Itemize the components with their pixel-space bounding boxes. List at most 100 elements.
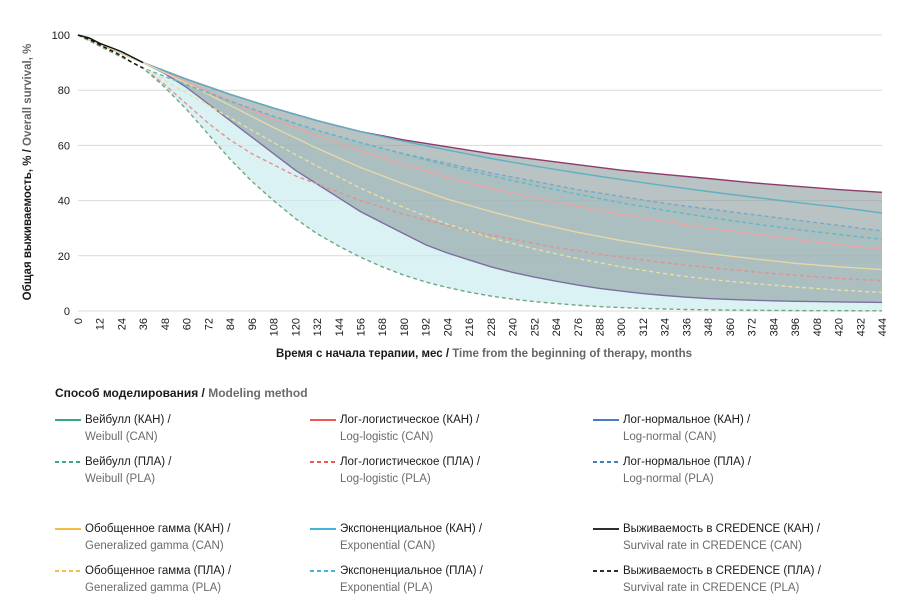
series-line [77, 34, 883, 240]
legend-label: Лог-нормальное (ПЛА) / Log-normal (PLA) [623, 454, 751, 488]
legend-label-ru: Лог-нормальное (КАН) / [623, 414, 751, 426]
legend-label-ru: Обобщенное гамма (КАН) / [85, 523, 231, 535]
legend-label-ru: Вейбулл (ПЛА) / [85, 456, 172, 468]
legend-label-ru: Обобщенное гамма (ПЛА) / [85, 565, 232, 577]
legend-item: Обобщенное гамма (КАН) / Generalized gamm… [55, 522, 305, 556]
legend-title: Способ моделирования / Modeling method [55, 386, 308, 400]
legend-label-en: Log-logistic (CAN) [340, 431, 434, 443]
legend-item: Выживаемость в CREDENCE (ПЛА) / Survival … [593, 564, 843, 598]
y-tick-label: 0 [64, 306, 70, 318]
legend-label-ru: Лог-логистическое (ПЛА) / [340, 456, 481, 468]
x-tick-label: 204 [442, 318, 454, 336]
legend-label-ru: Выживаемость в CREDENCE (ПЛА) / [623, 565, 821, 577]
x-tick-label: 336 [681, 318, 693, 336]
legend-swatch [593, 570, 619, 572]
legend-swatch [593, 461, 619, 463]
x-tick-label: 0 [73, 318, 85, 324]
legend-label: Экспоненциальное (КАН) / Exponential (CAN… [340, 521, 482, 555]
legend-label: Вейбулл (КАН) / Weibull (CAN) [85, 412, 171, 446]
legend-label-ru: Лог-логистическое (КАН) / [340, 414, 480, 426]
legend-label-en: Generalized gamma (CAN) [85, 540, 224, 552]
y-axis-title: Общая выживаемость, % / Overall survival… [22, 44, 34, 301]
x-tick-label: 72 [203, 318, 215, 330]
legend-label-en: Log-logistic (PLA) [340, 473, 431, 485]
legend-label-en: Weibull (PLA) [85, 473, 156, 485]
legend-label: Лог-нормальное (КАН) / Log-normal (CAN) [623, 412, 750, 446]
x-tick-label: 384 [768, 318, 780, 336]
legend-item: Лог-логистическое (КАН) / Log-logistic (C… [310, 413, 560, 447]
y-tick-label: 100 [52, 30, 70, 42]
x-tick-label: 264 [551, 318, 563, 336]
x-tick-label: 96 [247, 318, 259, 330]
legend-label-en: Weibull (CAN) [85, 431, 158, 443]
legend-item: Экспоненциальное (КАН) / Exponential (CAN… [310, 522, 560, 556]
legend-label-en: Generalized gamma (PLA) [85, 582, 222, 594]
x-tick-label: 36 [138, 318, 150, 330]
x-tick-label: 192 [421, 318, 433, 336]
series-line [77, 34, 883, 304]
legend-label: Выживаемость в CREDENCE (КАН) / Survival … [623, 521, 820, 555]
y-tick-label: 40 [58, 196, 70, 208]
legend-item: Вейбулл (ПЛА) / Weibull (PLA) [55, 455, 305, 489]
x-tick-label: 228 [486, 318, 498, 336]
y-tick-label: 60 [58, 140, 70, 152]
legend-label-en: Survival rate in CREDENCE (CAN) [623, 540, 802, 552]
x-tick-label: 288 [595, 318, 607, 336]
legend-label-ru: Выживаемость в CREDENCE (КАН) / [623, 523, 821, 535]
series-line [77, 34, 883, 271]
confidence-bands [78, 35, 882, 311]
survival-chart: 0 20 40 60 80 100 0 12 24 36 48 60 72 84 96 108 120 132 1… [22, 30, 889, 360]
legend-label: Экспоненциальное (ПЛА) / Exponential (PLA… [340, 563, 483, 597]
legend-item: Экспоненциальное (ПЛА) / Exponential (PLA… [310, 564, 560, 598]
legend-swatch [55, 419, 81, 421]
x-tick-label: 180 [399, 318, 411, 336]
legend-swatch [55, 461, 81, 463]
x-tick-label: 108 [269, 318, 281, 336]
legend-label-ru: Лог-нормальное (ПЛА) / [623, 456, 751, 468]
legend-swatch [310, 419, 336, 421]
legend-item: Лог-нормальное (КАН) / Log-normal (CAN) [593, 413, 843, 447]
x-tick-label: 240 [508, 318, 520, 336]
series-line [77, 34, 144, 64]
legend-item: Выживаемость в CREDENCE (КАН) / Survival … [593, 522, 843, 556]
legend-item: Вейбулл (КАН) / Weibull (CAN) [55, 413, 305, 447]
x-tick-label: 324 [660, 318, 672, 336]
series-line [77, 34, 883, 232]
legend-label-en: Log-normal (PLA) [623, 473, 714, 485]
series-line [77, 34, 882, 312]
legend-label-ru: Экспоненциальное (КАН) / [340, 523, 483, 535]
legend-label: Выживаемость в CREDENCE (ПЛА) / Survival … [623, 563, 821, 597]
legend-swatch [55, 570, 81, 572]
x-tick-label: 60 [182, 318, 194, 330]
x-tick-label: 12 [95, 318, 107, 330]
x-tick-label: 276 [573, 318, 585, 336]
x-tick-label: 372 [747, 318, 759, 336]
band-can [78, 35, 882, 303]
x-tick-label: 360 [725, 318, 737, 336]
x-tick-label: 348 [703, 318, 715, 336]
x-tick-label: 84 [225, 318, 237, 330]
legend-label: Обобщенное гамма (ПЛА) / Generalized gamm… [85, 563, 231, 597]
legend-label: Вейбулл (ПЛА) / Weibull (PLA) [85, 454, 171, 488]
series-line [77, 34, 883, 282]
x-tick-label: 432 [855, 318, 867, 336]
x-tick-label: 144 [334, 318, 346, 336]
x-tick-label: 444 [877, 318, 889, 336]
x-tick-label: 420 [834, 318, 846, 336]
legend-swatch [310, 461, 336, 463]
legend-label: Лог-логистическое (ПЛА) / Log-logistic (P… [340, 454, 480, 488]
x-tick-label: 132 [312, 318, 324, 336]
x-tick-label: 48 [160, 318, 172, 330]
x-tick-labels: 0 12 24 36 48 60 72 84 96 108 120 132 144 156 168 180 19… [73, 318, 889, 336]
legend-label: Обобщенное гамма (КАН) / Generalized gamm… [85, 521, 230, 555]
legend-label: Лог-логистическое (КАН) / Log-logistic (C… [340, 412, 479, 446]
x-tick-label: 396 [790, 318, 802, 336]
legend-label-ru: Экспоненциальное (ПЛА) / [340, 565, 483, 577]
x-tick-label: 156 [356, 318, 368, 336]
legend-swatch [55, 528, 81, 530]
series-line [77, 34, 883, 214]
legend-label-en: Survival rate in CREDENCE (PLA) [623, 582, 800, 594]
series-lines [77, 34, 883, 312]
x-tick-label: 168 [377, 318, 389, 336]
legend-label-en: Exponential (PLA) [340, 582, 433, 594]
